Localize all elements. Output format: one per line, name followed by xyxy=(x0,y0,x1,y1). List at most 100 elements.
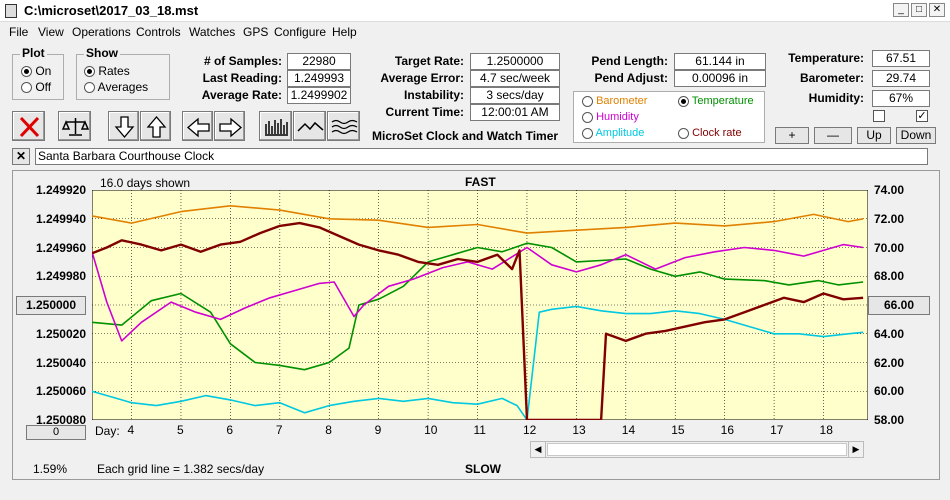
menu-controls[interactable]: Controls xyxy=(136,25,181,39)
sensor-barometer-label: Barometer xyxy=(596,95,648,107)
x-tick-5: 5 xyxy=(176,423,184,437)
y-right-tick-7: 60.00 xyxy=(874,384,905,399)
y-right-tick-6: 62.00 xyxy=(874,355,905,370)
plot-area[interactable] xyxy=(92,190,868,420)
minimize-button[interactable]: _ xyxy=(893,3,909,17)
sensor-down-button[interactable]: Down xyxy=(896,127,936,144)
slow-label: SLOW xyxy=(465,462,501,476)
temperature-label: Temperature: xyxy=(788,51,864,65)
x-tick-9: 9 xyxy=(374,423,382,437)
samples-label: # of Samples: xyxy=(203,54,282,68)
target-rate-value: 1.2500000 xyxy=(470,53,560,70)
series-line-temperature xyxy=(92,242,864,371)
y-left-tick-2: 1.249960 xyxy=(35,240,86,255)
y-left-tick-3: 1.249980 xyxy=(35,269,86,284)
menu-file[interactable]: File xyxy=(9,25,29,39)
menu-watches[interactable]: Watches xyxy=(189,25,236,39)
scroll-left-arrow-icon[interactable]: ◀ xyxy=(531,442,546,457)
plot-on-radio[interactable]: On xyxy=(21,64,51,78)
title-bar: C:\microset\2017_03_18.mst _ □ ✕ xyxy=(0,0,950,22)
clear-name-button[interactable]: ✕ xyxy=(12,148,30,165)
bar-view-button[interactable] xyxy=(259,111,292,141)
option-checkbox-2[interactable]: ✓ xyxy=(916,110,928,122)
window-title: C:\microset\2017_03_18.mst xyxy=(24,3,199,18)
barometer-label: Barometer: xyxy=(799,71,864,85)
last-reading-label: Last Reading: xyxy=(202,71,282,85)
sensor-clock-rate-label: Clock rate xyxy=(692,127,742,139)
instability-value: 3 secs/day xyxy=(470,87,560,104)
x-tick-11: 11 xyxy=(473,423,486,437)
y-right-tick-2: 70.00 xyxy=(874,240,905,255)
series-line-amplitude xyxy=(92,305,864,420)
series-line-barometer xyxy=(92,205,864,234)
y-right-tick-3: 68.00 xyxy=(874,269,905,284)
balance-button[interactable] xyxy=(58,111,91,141)
y-left-tick-6: 1.250040 xyxy=(35,355,86,370)
line-view-button[interactable] xyxy=(293,111,326,141)
x-tick-14: 14 xyxy=(621,423,636,437)
y-right-tick-8: 58.00 xyxy=(874,413,905,427)
scroll-right-button[interactable] xyxy=(214,111,245,141)
sensor-plus-button[interactable]: + xyxy=(775,127,809,144)
sensor-up-button[interactable]: Up xyxy=(857,127,891,144)
scroll-left-button[interactable] xyxy=(182,111,213,141)
days-shown-label: 16.0 days shown xyxy=(100,176,191,190)
day-axis-label: Day: xyxy=(95,424,120,438)
arrow-right-icon xyxy=(219,117,243,138)
show-averages-radio[interactable]: Averages xyxy=(84,80,148,94)
temperature-value: 67.51 xyxy=(872,50,930,67)
show-rates-radio[interactable]: Rates xyxy=(84,64,130,78)
show-averages-label: Averages xyxy=(97,80,149,94)
clear-button[interactable] xyxy=(12,111,45,141)
pend-adjust-label: Pend Adjust: xyxy=(594,71,668,85)
menu-configure[interactable]: Configure xyxy=(274,25,327,39)
fast-label: FAST xyxy=(465,175,496,189)
sensor-clock-rate-radio[interactable]: Clock rate xyxy=(678,127,742,139)
smooth-view-button[interactable] xyxy=(327,111,360,141)
left-center-value-button[interactable]: 1.250000 xyxy=(16,296,86,315)
x-tick-13: 13 xyxy=(572,423,586,437)
series-line-humidity xyxy=(92,243,864,342)
sensor-temperature-radio[interactable]: Temperature xyxy=(678,95,754,107)
sensor-barometer-radio[interactable]: Barometer xyxy=(582,95,647,107)
line-graph-icon xyxy=(297,121,324,132)
pend-adjust-value: 0.00096 in xyxy=(674,70,766,87)
horizontal-scrollbar[interactable]: ◀ ▶ xyxy=(530,441,864,458)
arrow-up-icon xyxy=(146,115,167,138)
close-button[interactable]: ✕ xyxy=(929,3,945,17)
x-tick-15: 15 xyxy=(671,423,685,437)
scroll-right-arrow-icon[interactable]: ▶ xyxy=(848,442,863,457)
menu-view[interactable]: View xyxy=(38,25,64,39)
menu-gps[interactable]: GPS xyxy=(243,25,269,39)
average-rate-label: Average Rate: xyxy=(201,88,282,102)
grid-note-label: Each grid line = 1.382 secs/day xyxy=(97,462,265,476)
y-left-tick-5: 1.250020 xyxy=(35,326,86,341)
maximize-button[interactable]: □ xyxy=(911,3,927,17)
last-reading-value: 1.249993 xyxy=(287,70,351,87)
menu-operations[interactable]: Operations xyxy=(72,25,131,39)
y-left-tick-8: 1.250080 xyxy=(35,413,86,427)
app-icon xyxy=(5,4,17,18)
sensor-humidity-radio[interactable]: Humidity xyxy=(582,111,639,123)
scrollbar-thumb[interactable] xyxy=(547,443,847,456)
menu-bar: File View Operations Controls Watches GP… xyxy=(0,22,950,42)
arrow-down-icon xyxy=(114,116,135,139)
current-time-value: 12:00:01 AM xyxy=(470,104,560,121)
clock-name-input[interactable]: Santa Barbara Courthouse Clock xyxy=(35,148,928,165)
x-tick-17: 17 xyxy=(770,423,784,437)
show-group xyxy=(76,54,170,100)
x-tick-18: 18 xyxy=(819,423,833,437)
bars-icon xyxy=(265,119,288,136)
sensor-amplitude-label: Amplitude xyxy=(595,127,645,139)
right-center-value-button[interactable]: 66.00 xyxy=(868,296,930,315)
plot-off-radio[interactable]: Off xyxy=(21,80,51,94)
sensor-amplitude-radio[interactable]: Amplitude xyxy=(582,127,644,139)
offset-value-button[interactable]: 0 xyxy=(26,425,86,440)
option-checkbox-1[interactable] xyxy=(873,110,885,122)
x-tick-10: 10 xyxy=(424,423,438,437)
sensor-minus-button[interactable]: — xyxy=(814,127,852,144)
menu-help[interactable]: Help xyxy=(332,25,357,39)
shift-up-button[interactable] xyxy=(140,111,171,141)
average-rate-value: 1.2499902 xyxy=(287,87,351,104)
shift-down-button[interactable] xyxy=(108,111,139,141)
